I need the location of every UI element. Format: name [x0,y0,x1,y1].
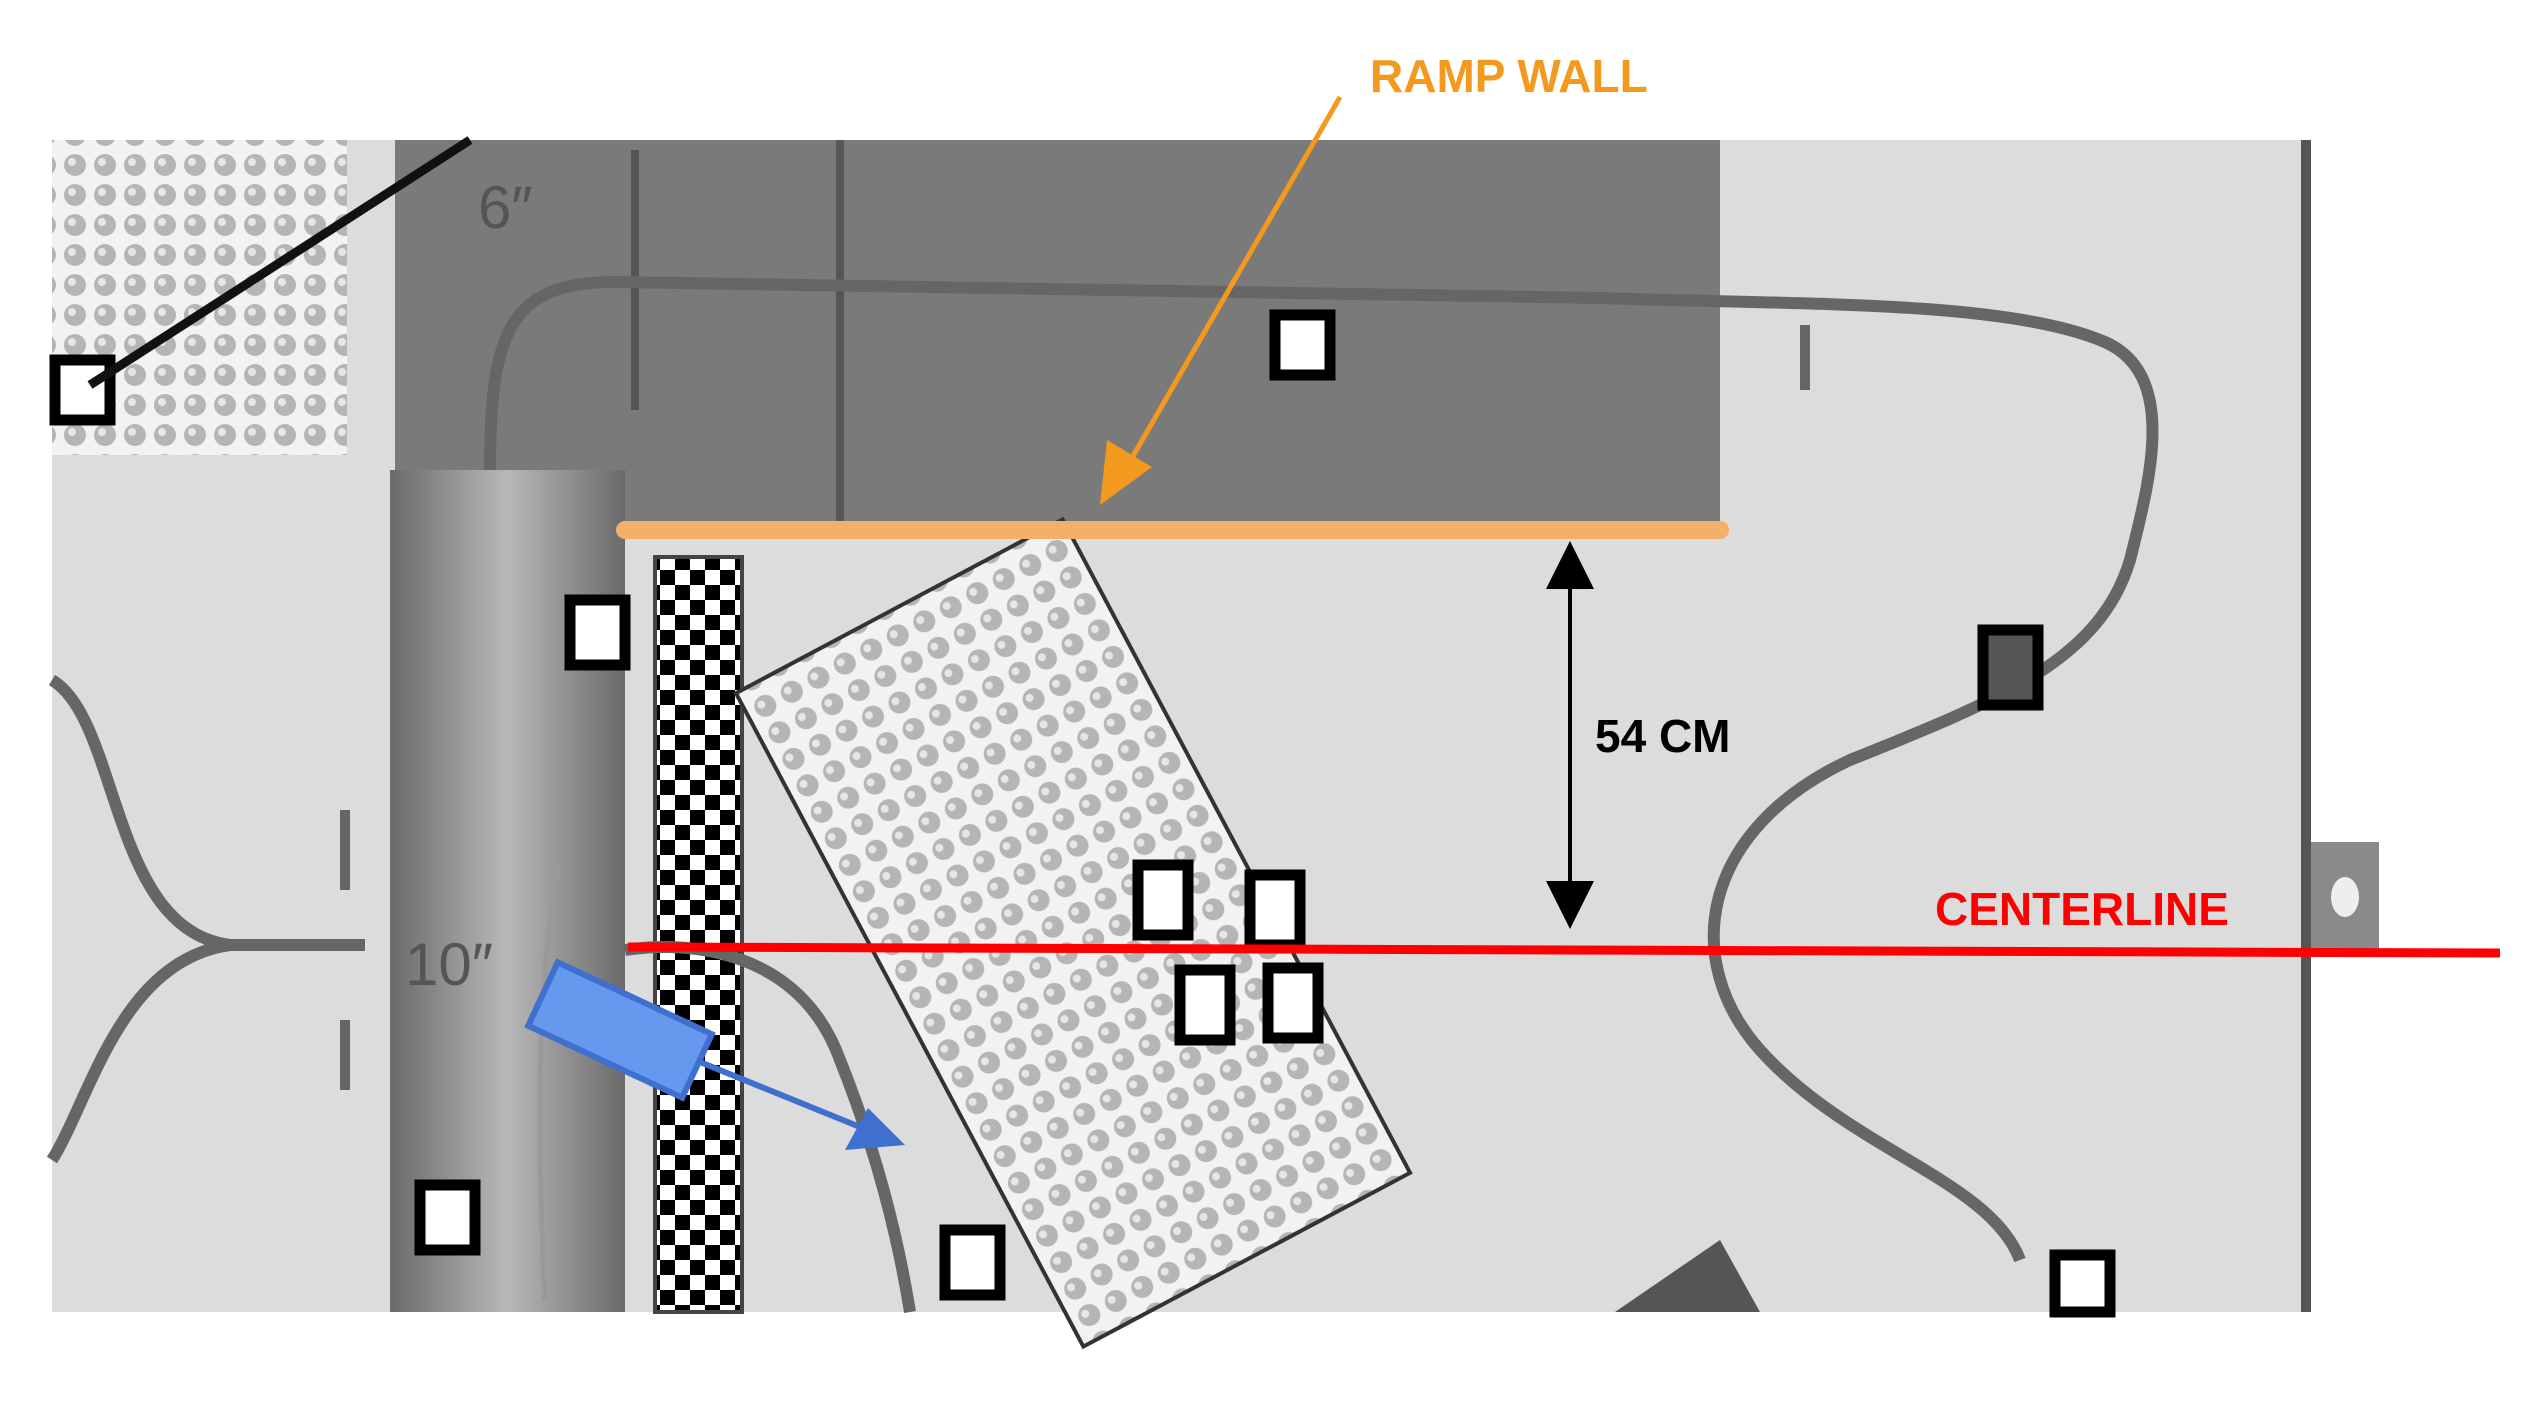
robot-direction-arrow [698,1059,862,1130]
centerline [627,942,2501,958]
ramp-wall-label: RAMP WALL [1370,50,1648,102]
bridge-line [537,859,563,1301]
obstacle [1615,1240,1760,1312]
ramp-region [395,140,1720,525]
checkered-strip [653,555,744,1314]
ramp-height-label: 6″ [478,174,533,241]
side-mount-hole [2331,877,2359,917]
marker [1269,309,1336,381]
marker [1244,869,1306,951]
ball-pit-diagonal [733,516,1413,1350]
robot [524,958,716,1102]
bridge-height-label: 10″ [405,931,493,998]
track-path-left [46,674,365,1164]
robot-direction-arrowhead [845,1108,905,1150]
marker-dark [1977,624,2044,711]
ramp-wall-arrow-shaft [1122,95,1343,472]
marker [414,1179,481,1256]
ramp-wall-arrow-head [1100,440,1152,505]
diagonal-line [87,136,473,389]
field-edge-right [2301,140,2311,1312]
marker [2049,1249,2116,1318]
marker [939,1224,1006,1301]
measurement-label: 54 CM [1595,710,1730,762]
marker [1174,964,1236,1046]
track-path [484,275,2159,1263]
marker [49,354,116,426]
marker [564,594,631,671]
marker [1132,859,1194,941]
marker [1262,962,1324,1044]
centerline-label: CENTERLINE [1935,883,2229,935]
